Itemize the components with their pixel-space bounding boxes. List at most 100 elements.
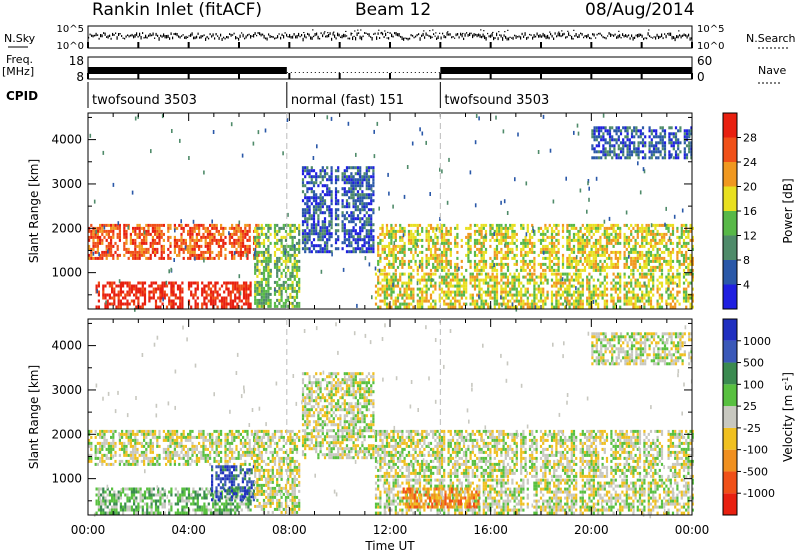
noise-search-point: [333, 31, 335, 33]
ytick-label: 4000: [51, 133, 82, 147]
noise-sky-point: [385, 32, 387, 37]
noise-sky-point: [277, 35, 279, 39]
xtick-label: 00:00: [675, 523, 710, 537]
noise-sky-point: [517, 36, 519, 38]
noise-search-point: [447, 31, 449, 33]
noise-sky-point: [502, 37, 504, 41]
noise-sky-point: [392, 35, 394, 38]
colorbar-cell: [723, 260, 737, 285]
noise-sky-point: [667, 33, 669, 35]
noise-search-point: [360, 29, 362, 31]
noise-sky-point: [673, 36, 675, 39]
noise-sky-point: [682, 34, 684, 37]
ytick-label: 2000: [51, 427, 82, 441]
noise-sky-point: [436, 37, 438, 40]
noise-search-point: [303, 32, 305, 34]
noise-sky-point: [596, 33, 598, 36]
freq-point: [354, 72, 356, 73]
noise-sky-point: [556, 35, 558, 38]
noise-sky-point: [488, 35, 490, 38]
noise-sky-point: [259, 32, 261, 36]
freq-point: [438, 72, 440, 73]
noise-sky-point: [170, 32, 172, 36]
noise-sky-point: [599, 32, 601, 35]
ytick-label: 2000: [51, 221, 82, 235]
noise-sky-point: [157, 34, 159, 37]
noise-sky-point: [181, 35, 183, 37]
noise-sky-point: [287, 36, 289, 38]
colorbar-tick-label: 20: [743, 181, 757, 194]
noise-sky-point: [464, 33, 466, 37]
freq-point: [342, 72, 344, 73]
noise-sky-point: [220, 33, 222, 37]
noise-sky-point: [337, 32, 339, 37]
noise-sky-point: [509, 36, 511, 38]
freq-point: [434, 72, 436, 73]
noise-sky-point: [631, 34, 633, 38]
noise-sky-point: [347, 37, 349, 40]
noise-sky-point: [440, 36, 442, 40]
noise-sky-point: [469, 32, 471, 37]
noise-sky-point: [247, 34, 249, 37]
noise-sky-point: [205, 37, 207, 41]
noise-sky-point: [100, 34, 102, 38]
noise-sky-point: [463, 37, 465, 41]
xtick-label: 00:00: [71, 523, 106, 537]
noise-search-point: [351, 33, 353, 34]
noise-sky-point: [376, 36, 378, 40]
noise-sky-point: [397, 33, 399, 37]
freq-point: [290, 72, 292, 73]
noise-search-point: [432, 29, 434, 31]
noise-sky-point: [332, 32, 334, 36]
plot-title: Rankin Inlet (fitACF): [92, 0, 263, 20]
freq-point: [366, 72, 368, 73]
noise-sky-point: [350, 32, 352, 36]
noise-sky-point: [140, 36, 142, 40]
noise-sky-point: [164, 35, 166, 39]
colorbar-tick-label: 8: [743, 254, 750, 267]
noise-sky-point: [634, 36, 636, 39]
freq-point: [378, 72, 380, 73]
noise-sky-point: [278, 33, 280, 35]
freq-point: [410, 72, 412, 73]
noise-sky-point: [167, 34, 169, 38]
noise-sky-point: [566, 36, 568, 38]
noise-sky-point: [484, 35, 486, 40]
noise-sky-point: [235, 36, 237, 40]
noise-sky-point: [134, 34, 136, 38]
freq-point: [370, 72, 372, 73]
noise-sky-point: [505, 35, 507, 39]
colorbar-tick-label: 100: [743, 378, 764, 391]
noise-sky-point: [409, 37, 411, 40]
colorbar-cell: [723, 362, 737, 385]
noise-search-point: [387, 31, 389, 33]
ytick-label: 1000: [51, 472, 82, 486]
noise-sky-point: [614, 33, 616, 36]
noise-sky-point: [410, 34, 412, 37]
status-panels: 10^5 10^0 10^5 10^0 N.Sky N.Search 18 8 60 0 Freq.…: [2, 24, 796, 108]
noise-sky-point: [248, 33, 250, 36]
beam-label: Beam 12: [355, 0, 432, 20]
xtick-label: 04:00: [171, 523, 206, 537]
noise-sky-point: [608, 32, 610, 35]
noise-tick-left-top: 10^5: [57, 24, 84, 35]
noise-sky-point: [329, 32, 331, 35]
noise-sky-point: [262, 33, 264, 36]
colorbar-cell: [723, 319, 737, 341]
noise-sky-point: [691, 37, 693, 40]
noise-sky-point: [245, 35, 247, 39]
noise-sky-point: [689, 37, 691, 41]
noise-sky-point: [428, 35, 430, 38]
noise-sky-point: [406, 37, 408, 40]
noise-sky-point: [587, 33, 589, 38]
noise-sky-point: [671, 35, 673, 40]
noise-search-point: [483, 30, 485, 32]
noise-sky-point: [653, 36, 655, 38]
noise-sky-point: [193, 36, 195, 40]
noise-sky-point: [467, 34, 469, 37]
noise-sky-point: [496, 32, 498, 37]
noise-sky-point: [524, 32, 526, 36]
freq-point: [302, 72, 304, 73]
colorbar-tick-label: 500: [743, 357, 764, 370]
noise-search-point: [357, 29, 359, 31]
